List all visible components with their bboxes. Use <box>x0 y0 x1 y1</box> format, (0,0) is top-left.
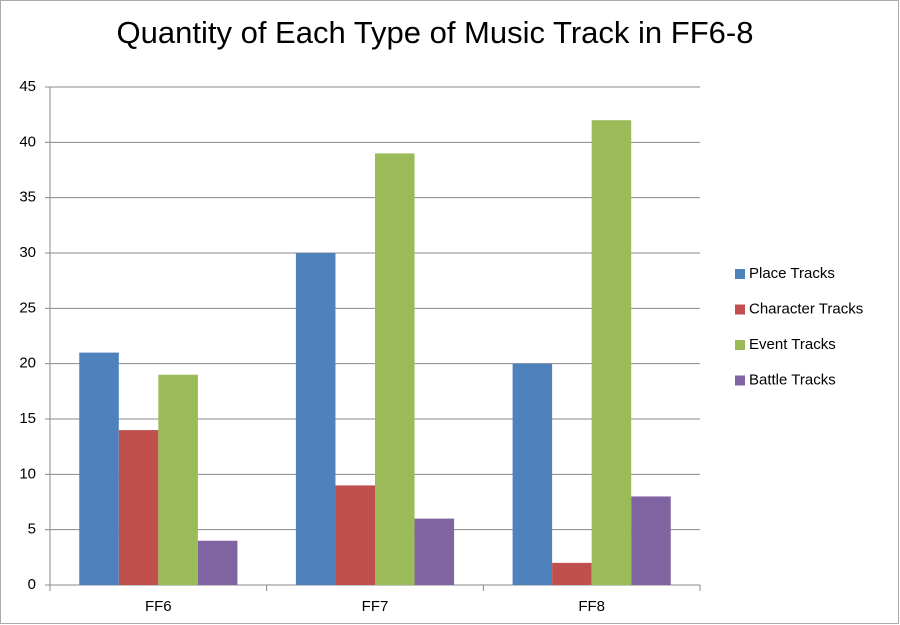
y-tick-label: 35 <box>19 189 36 206</box>
y-tick-label: 0 <box>28 576 36 593</box>
legend-label: Event Tracks <box>749 336 836 353</box>
y-tick-label: 20 <box>19 355 36 372</box>
legend-label: Place Tracks <box>749 265 835 282</box>
legend-swatch <box>735 375 745 386</box>
legend-label: Character Tracks <box>749 300 863 317</box>
legend-swatch <box>735 340 745 350</box>
bar <box>335 485 375 585</box>
y-tick-label: 30 <box>19 244 36 261</box>
y-tick-label: 25 <box>19 299 36 316</box>
y-tick-label: 15 <box>19 410 36 427</box>
y-tick-label: 5 <box>28 521 36 538</box>
x-tick-label: FF8 <box>578 598 605 615</box>
bar <box>197 540 238 585</box>
bar <box>414 518 455 585</box>
bar <box>158 374 198 585</box>
bar <box>118 430 159 585</box>
bar <box>79 352 119 585</box>
x-tick-label: FF7 <box>362 598 389 615</box>
bar <box>375 153 415 585</box>
legend-swatch <box>735 304 745 315</box>
y-tick-label: 40 <box>19 133 36 150</box>
bar <box>552 562 592 585</box>
y-tick-label: 10 <box>19 465 36 482</box>
x-tick-label: FF6 <box>145 598 172 615</box>
chart-title: Quantity of Each Type of Music Track in … <box>117 15 754 50</box>
bar <box>631 496 671 585</box>
y-tick-label: 45 <box>19 78 36 95</box>
legend-label: Battle Tracks <box>749 371 836 388</box>
bar <box>295 253 336 585</box>
bar <box>591 120 632 585</box>
legend-swatch <box>735 269 745 279</box>
bar <box>512 363 553 585</box>
